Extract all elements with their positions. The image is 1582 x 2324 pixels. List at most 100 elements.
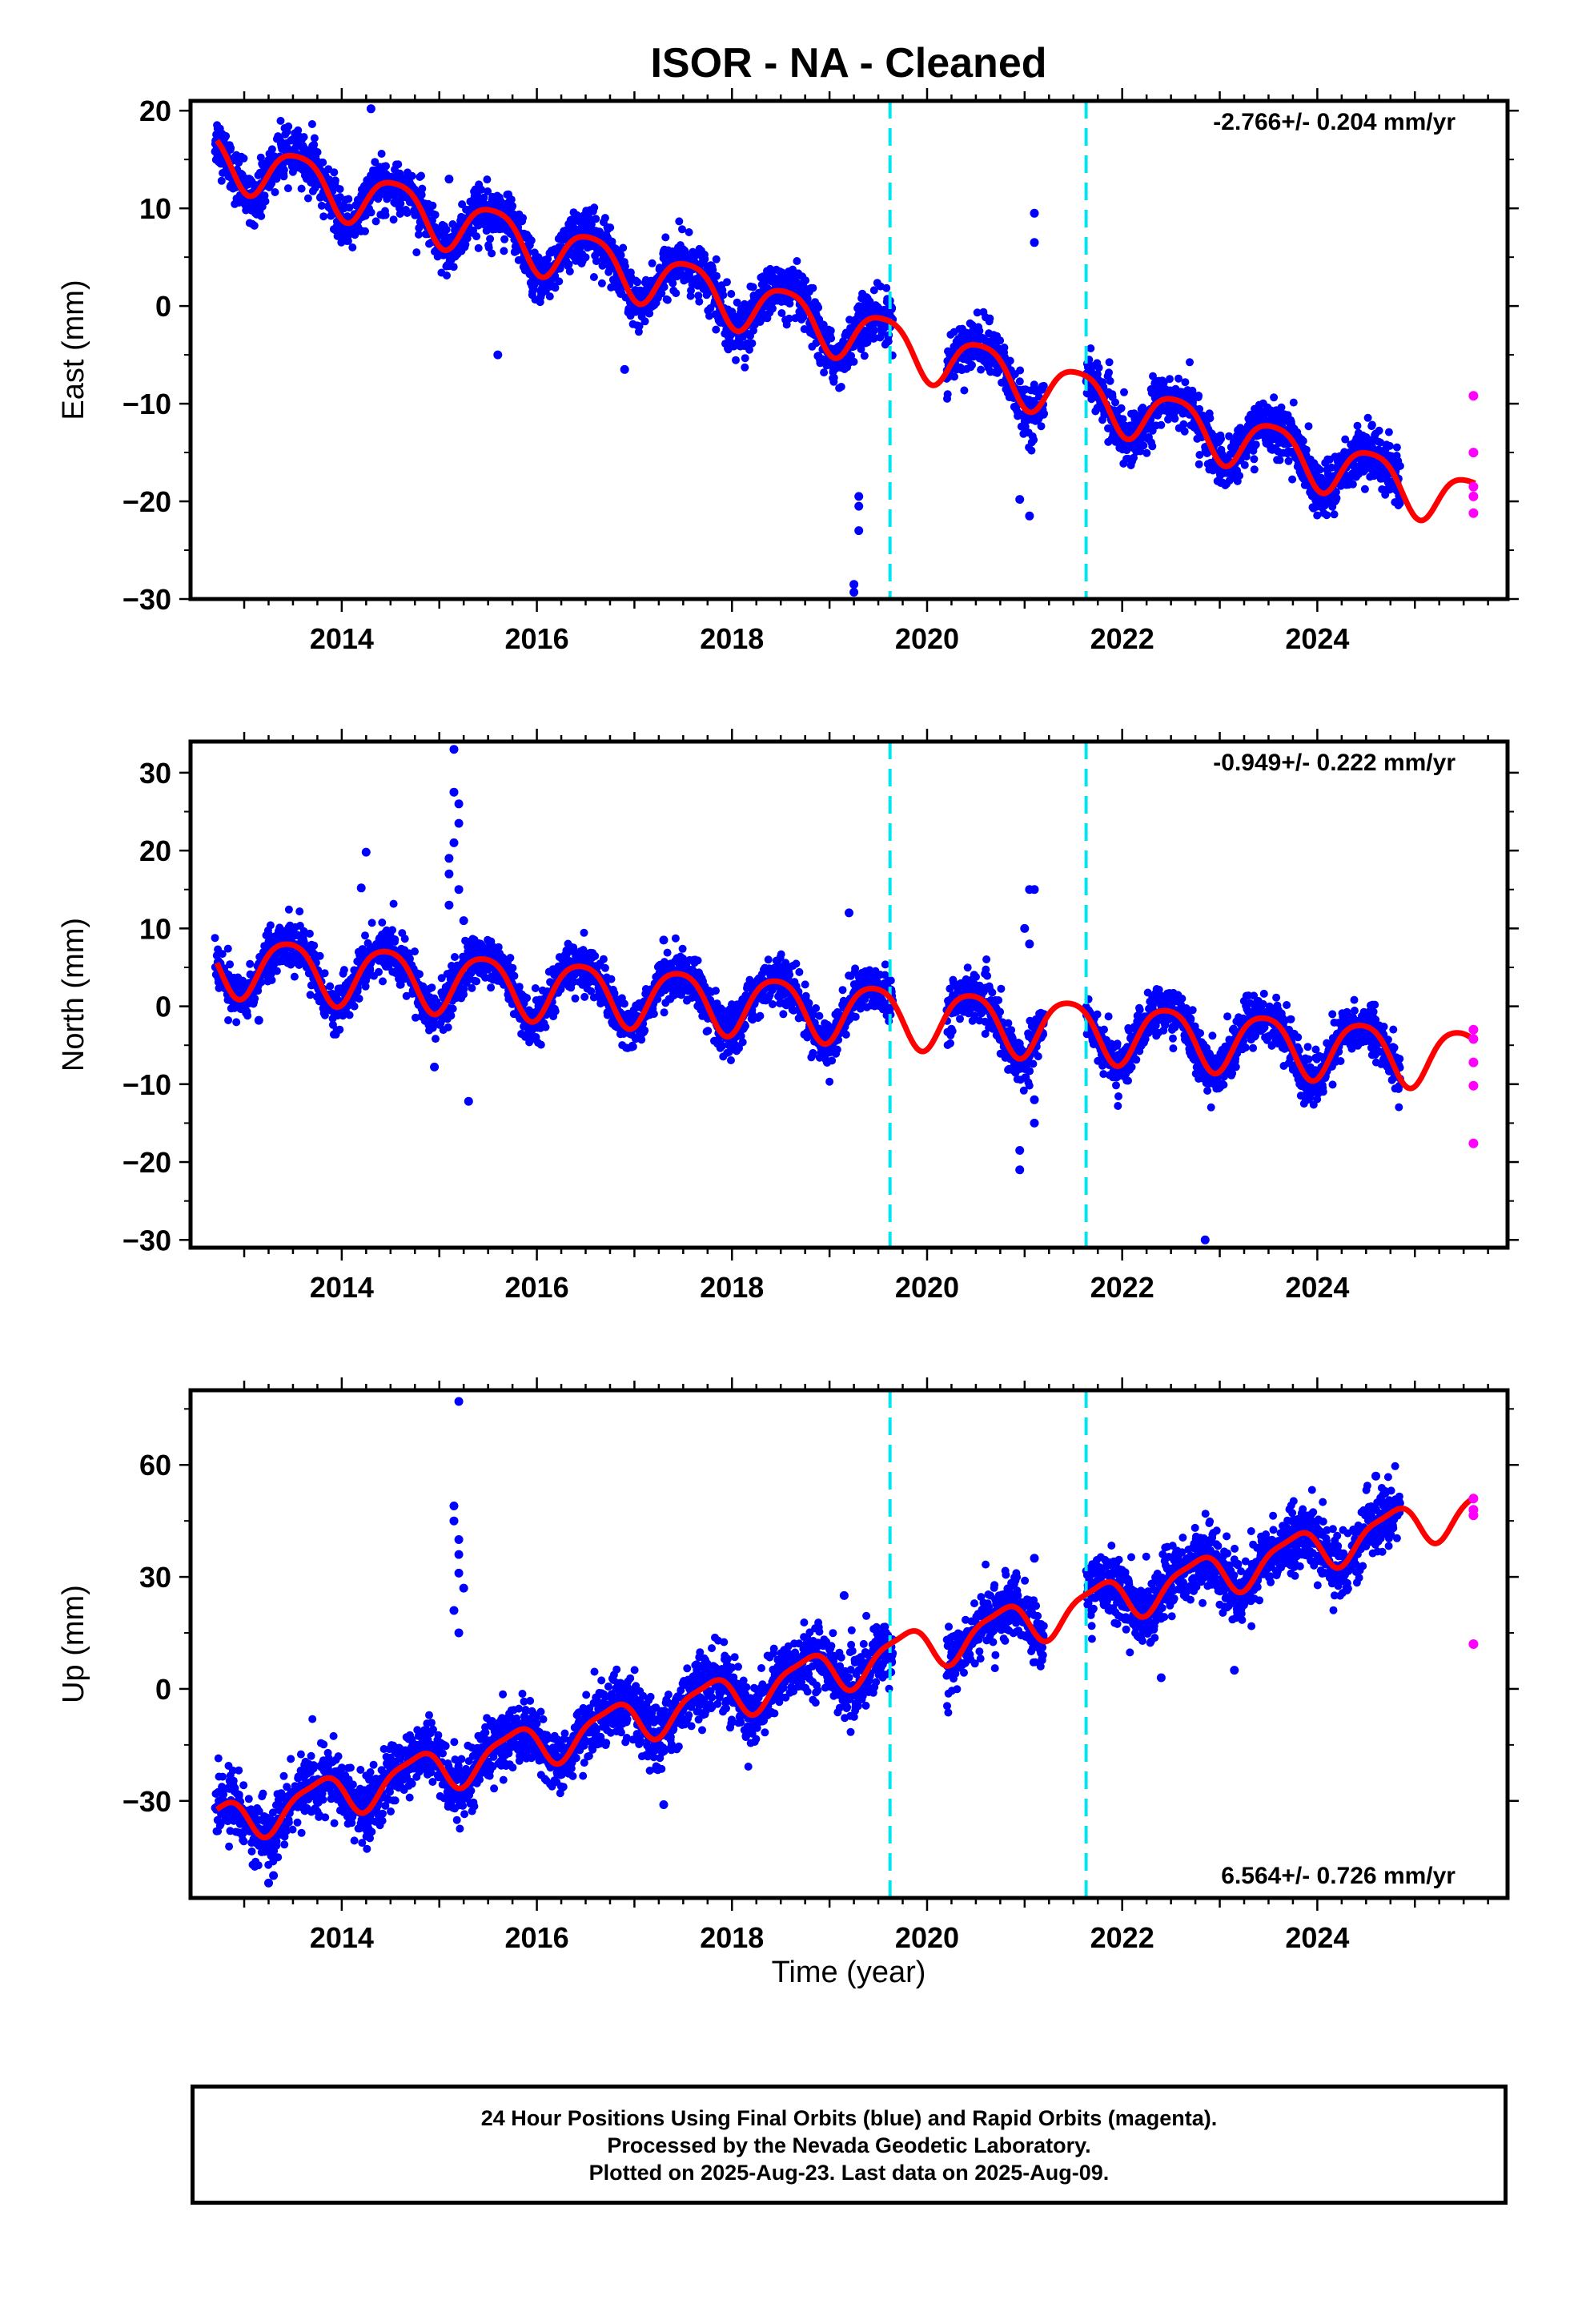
data-point: [375, 967, 383, 976]
data-point: [1021, 422, 1030, 431]
data-point: [256, 153, 265, 162]
data-point: [284, 905, 293, 914]
data-point: [685, 228, 693, 236]
data-point: [733, 298, 741, 307]
data-point: [1235, 472, 1244, 480]
data-point: [1217, 435, 1226, 443]
data-point: [432, 1035, 440, 1043]
east-final-orbit-points: [211, 104, 1404, 597]
data-point: [564, 260, 573, 269]
data-point: [417, 191, 426, 199]
data-point: [580, 928, 588, 937]
outlier-point: [1025, 511, 1034, 521]
data-point: [279, 166, 288, 175]
data-point: [428, 983, 436, 992]
data-point: [973, 308, 982, 317]
data-point: [1086, 344, 1095, 352]
data-point: [382, 162, 390, 171]
data-point: [1353, 421, 1362, 430]
data-point: [1157, 420, 1166, 429]
outlier-point: [1030, 208, 1039, 218]
data-point: [1040, 409, 1049, 418]
data-point: [377, 150, 386, 158]
data-point: [444, 1023, 452, 1031]
data-point: [345, 203, 354, 212]
data-point: [801, 276, 810, 285]
data-point: [283, 184, 292, 193]
data-point: [299, 133, 308, 142]
data-point: [977, 365, 986, 374]
data-point: [597, 279, 606, 287]
data-point: [960, 386, 969, 395]
data-point: [222, 131, 231, 140]
data-point: [428, 201, 437, 210]
data-point: [527, 236, 536, 245]
data-point: [411, 947, 419, 956]
data-point: [620, 262, 629, 271]
y-tick-label: 20: [139, 94, 171, 127]
data-point: [672, 289, 681, 298]
data-point: [827, 334, 836, 343]
data-point: [1166, 375, 1174, 384]
data-point: [250, 221, 259, 230]
data-point: [1395, 499, 1404, 508]
figure-title: ISOR - NA - Cleaned: [650, 40, 1046, 86]
data-point: [616, 251, 625, 259]
data-point: [261, 197, 270, 206]
data-point: [1039, 381, 1048, 390]
data-point: [782, 320, 791, 329]
data-point: [394, 160, 403, 169]
data-point: [348, 243, 357, 251]
data-point: [303, 194, 312, 203]
data-point: [592, 257, 600, 266]
data-point: [1275, 456, 1284, 464]
data-point: [266, 921, 275, 930]
data-point: [246, 959, 255, 968]
data-point: [870, 326, 879, 335]
data-point: [1111, 398, 1119, 407]
data-point: [1250, 465, 1259, 474]
data-point: [1375, 426, 1383, 435]
data-point: [484, 187, 492, 195]
data-point: [326, 982, 335, 991]
data-point: [531, 984, 540, 992]
data-point: [448, 1004, 457, 1013]
data-point: [599, 955, 608, 963]
data-point: [519, 214, 528, 223]
data-point: [1094, 364, 1103, 372]
data-point: [1315, 465, 1324, 474]
y-tick-label: −10: [122, 388, 171, 420]
x-tick-label: 2024: [1285, 622, 1349, 655]
data-point: [320, 969, 329, 978]
data-point: [310, 134, 319, 143]
data-point: [1206, 414, 1215, 423]
y-tick-label: 0: [155, 290, 171, 323]
data-point: [226, 960, 235, 969]
data-point: [837, 383, 845, 391]
data-point: [587, 220, 596, 228]
data-point: [826, 326, 835, 335]
data-point: [695, 297, 704, 306]
data-point: [468, 983, 476, 992]
data-point: [701, 255, 709, 263]
rapid-orbit-point: [1468, 448, 1479, 458]
data-point: [1180, 427, 1189, 436]
data-point: [882, 283, 891, 292]
data-point: [469, 226, 478, 235]
data-point: [748, 339, 757, 348]
y-tick-label: −20: [122, 485, 171, 518]
data-point: [793, 257, 801, 265]
data-point: [361, 931, 369, 940]
y-tick-label: 10: [139, 192, 171, 225]
data-point: [355, 995, 363, 1003]
data-point: [335, 185, 344, 194]
data-point: [294, 126, 303, 135]
data-point: [506, 954, 515, 963]
x-tick-label: 2016: [505, 622, 569, 655]
data-point: [486, 235, 495, 243]
data-point: [1006, 356, 1014, 365]
data-point: [447, 1011, 456, 1020]
data-point: [661, 233, 670, 242]
data-point: [487, 983, 496, 992]
data-point: [1179, 420, 1188, 428]
